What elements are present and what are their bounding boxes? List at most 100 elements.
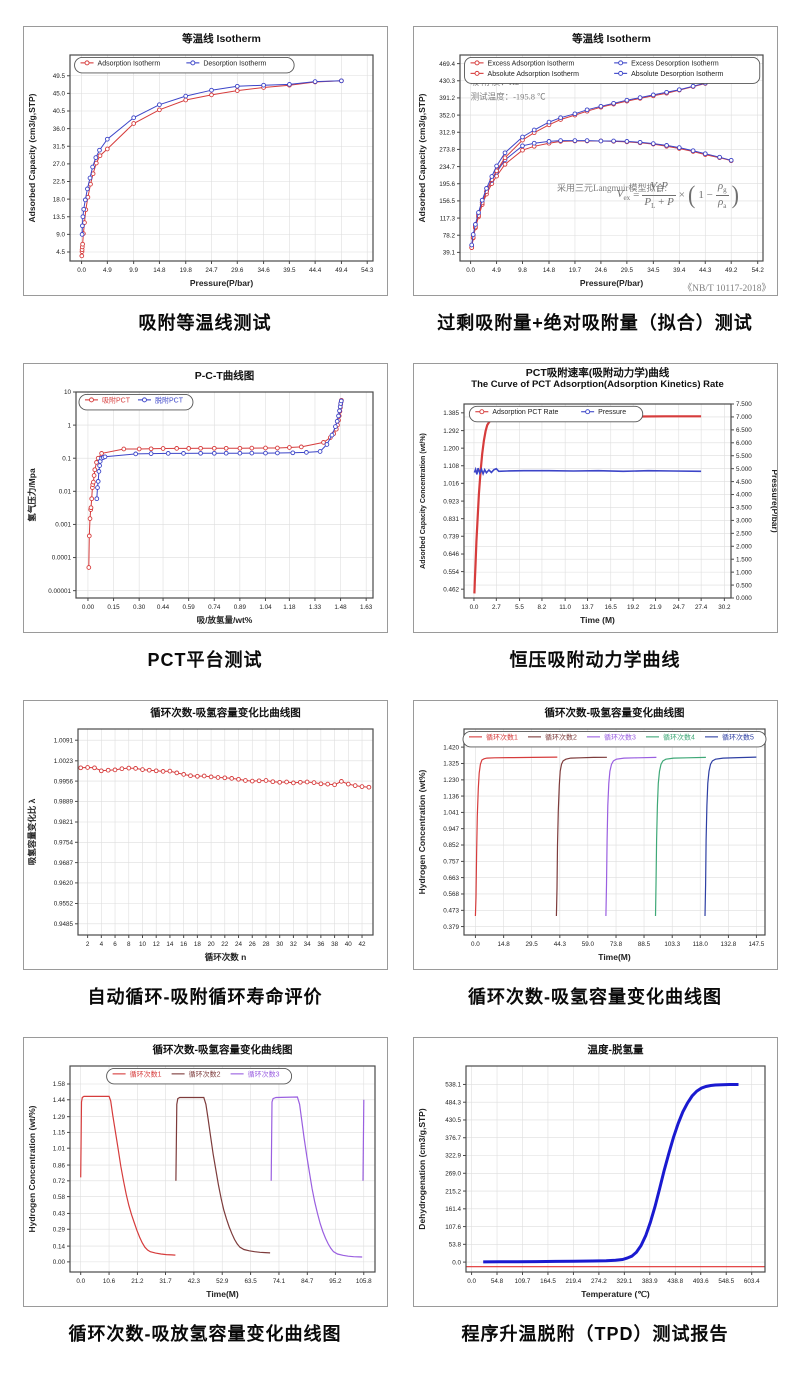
svg-text:20: 20 [207,941,215,948]
svg-text:4.000: 4.000 [736,492,752,499]
svg-text:44.3: 44.3 [553,941,566,948]
svg-text:0.00: 0.00 [81,604,94,611]
svg-text:0.59: 0.59 [182,604,195,611]
svg-text:Dehydrogenation (cm3/g,STP): Dehydrogenation (cm3/g,STP) [417,1108,427,1230]
absorb-desorb-cycle-chart: 0.0 10.6 21.2 31.7 42.3 52.9 63.5 74.1 84.7 95.2 1… [24,1038,387,1306]
svg-text:PCT吸附速率(吸附动力学)曲线: PCT吸附速率(吸附动力学)曲线 [525,366,669,379]
chart-card: 0.00 0.15 0.30 0.44 0.59 0.74 0.89 1.04 1.18 1.33… [22,363,388,633]
fraction-rho: ρg ρa [715,179,729,210]
svg-text:274.2: 274.2 [590,1278,606,1285]
svg-text:24.6: 24.6 [594,267,607,274]
svg-text:21.9: 21.9 [649,604,662,611]
panel-caption: 程序升温脱附（TPD）测试报告 [461,1324,729,1344]
pct-rate-chart: 0.0 2.7 5.5 8.2 11.0 13.7 16.5 19.2 21.9 24.7 27.4… [414,364,777,632]
svg-text:0.462: 0.462 [443,586,459,593]
svg-text:0.74: 0.74 [208,604,221,611]
svg-text:54.8: 54.8 [490,1278,503,1285]
svg-text:0.9620: 0.9620 [53,880,73,887]
svg-text:54.2: 54.2 [751,267,764,274]
svg-text:Pressure(P/bar): Pressure(P/bar) [189,278,252,288]
svg-text:31.5: 31.5 [52,143,65,150]
svg-text:1.15: 1.15 [52,1130,65,1137]
svg-text:3.500: 3.500 [736,505,752,512]
svg-text:0.9956: 0.9956 [53,778,73,785]
svg-text:循环次数-吸氢容量变化曲线图: 循环次数-吸氢容量变化曲线图 [152,1043,292,1056]
svg-text:383.9: 383.9 [641,1278,657,1285]
svg-text:1.58: 1.58 [52,1081,65,1088]
svg-text:Time(M): Time(M) [206,1289,239,1299]
svg-text:《NB/T 10117-2018》: 《NB/T 10117-2018》 [682,283,770,294]
svg-text:30.2: 30.2 [718,604,731,611]
svg-text:0.29: 0.29 [52,1226,65,1233]
svg-text:40: 40 [344,941,352,948]
svg-text:循环次数1: 循环次数1 [129,1069,161,1078]
svg-text:24: 24 [235,941,243,948]
svg-text:Excess Adsorption Isotherm: Excess Adsorption Isotherm [487,60,574,67]
svg-text:109.7: 109.7 [514,1278,530,1285]
svg-text:13.7: 13.7 [581,604,594,611]
svg-text:4.5: 4.5 [56,249,65,256]
svg-text:0.663: 0.663 [443,875,459,882]
svg-text:循环次数4: 循环次数4 [663,732,695,741]
svg-text:Pressure: Pressure [598,409,626,416]
svg-text:0.9485: 0.9485 [53,921,73,928]
svg-text:16.5: 16.5 [604,604,617,611]
svg-text:36: 36 [317,941,325,948]
svg-text:28: 28 [262,941,270,948]
svg-text:0.0: 0.0 [77,267,86,274]
svg-text:19.7: 19.7 [568,267,581,274]
svg-text:118.0: 118.0 [692,941,708,948]
svg-text:107.6: 107.6 [445,1224,461,1231]
svg-text:0.9821: 0.9821 [53,819,73,826]
svg-text:0.0: 0.0 [471,941,480,948]
svg-text:29.6: 29.6 [231,267,244,274]
svg-text:5.5: 5.5 [515,604,524,611]
svg-text:44.4: 44.4 [309,267,322,274]
svg-text:493.6: 493.6 [692,1278,708,1285]
svg-text:0.9687: 0.9687 [53,860,73,867]
svg-text:29.5: 29.5 [620,267,633,274]
svg-text:156.5: 156.5 [439,198,455,205]
svg-text:312.9: 312.9 [439,129,455,136]
svg-text:538.1: 538.1 [445,1082,461,1089]
svg-text:循环次数2: 循环次数2 [545,732,577,741]
svg-text:0.9889: 0.9889 [53,799,73,806]
svg-text:11.0: 11.0 [559,604,571,611]
panel-cycle-capacity: 0.0 14.8 29.5 44.3 59.0 73.8 88.5 103.3 118.0 132… [412,700,778,1023]
svg-text:49.5: 49.5 [52,73,65,80]
svg-text:1.292: 1.292 [443,428,459,435]
svg-text:0.923: 0.923 [443,498,459,505]
chart-card: 0.0 10.6 21.2 31.7 42.3 52.9 63.5 74.1 84.7 95.2 1… [22,1037,388,1307]
svg-text:0.89: 0.89 [233,604,246,611]
panel-excess-absolute-isotherm: 0.0 4.9 9.8 14.8 19.7 24.6 29.5 34.5 39.4 44.3 49.… [412,26,778,349]
langmuir-formula: Vex = VLP PL + P × ( 1 − ρg ρa ) [616,179,739,210]
svg-text:31.7: 31.7 [159,1278,172,1285]
svg-text:Hydrogen Concentration (wt%): Hydrogen Concentration (wt%) [417,770,427,895]
svg-text:1.016: 1.016 [443,481,459,488]
svg-text:吸附PCT: 吸附PCT [101,395,130,404]
svg-text:19.8: 19.8 [179,267,192,274]
panel-adsorption-isotherm: 0.0 4.9 9.9 14.8 19.8 24.7 29.6 34.6 39.5 44.4 49.… [22,26,388,349]
svg-text:0.00001: 0.00001 [48,588,71,595]
svg-text:0.44: 0.44 [156,604,169,611]
svg-text:53.8: 53.8 [448,1242,461,1249]
svg-text:循环次数3: 循环次数3 [604,732,636,741]
svg-text:等温线 Isotherm: 等温线 Isotherm [181,32,261,45]
svg-text:0.30: 0.30 [133,604,146,611]
svg-text:39.4: 39.4 [673,267,686,274]
svg-text:1.230: 1.230 [443,777,459,784]
svg-text:2: 2 [85,941,89,948]
svg-text:0.1: 0.1 [62,455,71,462]
svg-text:Adsorbed Capacity (cm3/g,STP): Adsorbed Capacity (cm3/g,STP) [417,93,427,222]
svg-text:22.5: 22.5 [52,179,65,186]
svg-text:等温线 Isotherm: 等温线 Isotherm [571,32,651,45]
chart-card: 2 4 6 8 10 12 14 16 18 20 22 24 26 28 30 32 34 36 38 40 42 0.… [22,700,388,970]
panel-pct-plateau: 0.00 0.15 0.30 0.44 0.59 0.74 0.89 1.04 1.18 1.33… [22,363,388,686]
svg-text:14: 14 [166,941,174,948]
svg-text:循环次数5: 循环次数5 [722,732,754,741]
svg-text:Hydrogen Concentration (wt/%): Hydrogen Concentration (wt/%) [27,1105,37,1232]
svg-text:52.9: 52.9 [216,1278,229,1285]
svg-text:0.001: 0.001 [55,522,71,529]
panel-tpd: 0.0 54.8 109.7 164.5 219.4 274.2 329.1 383.9 438… [412,1037,778,1360]
